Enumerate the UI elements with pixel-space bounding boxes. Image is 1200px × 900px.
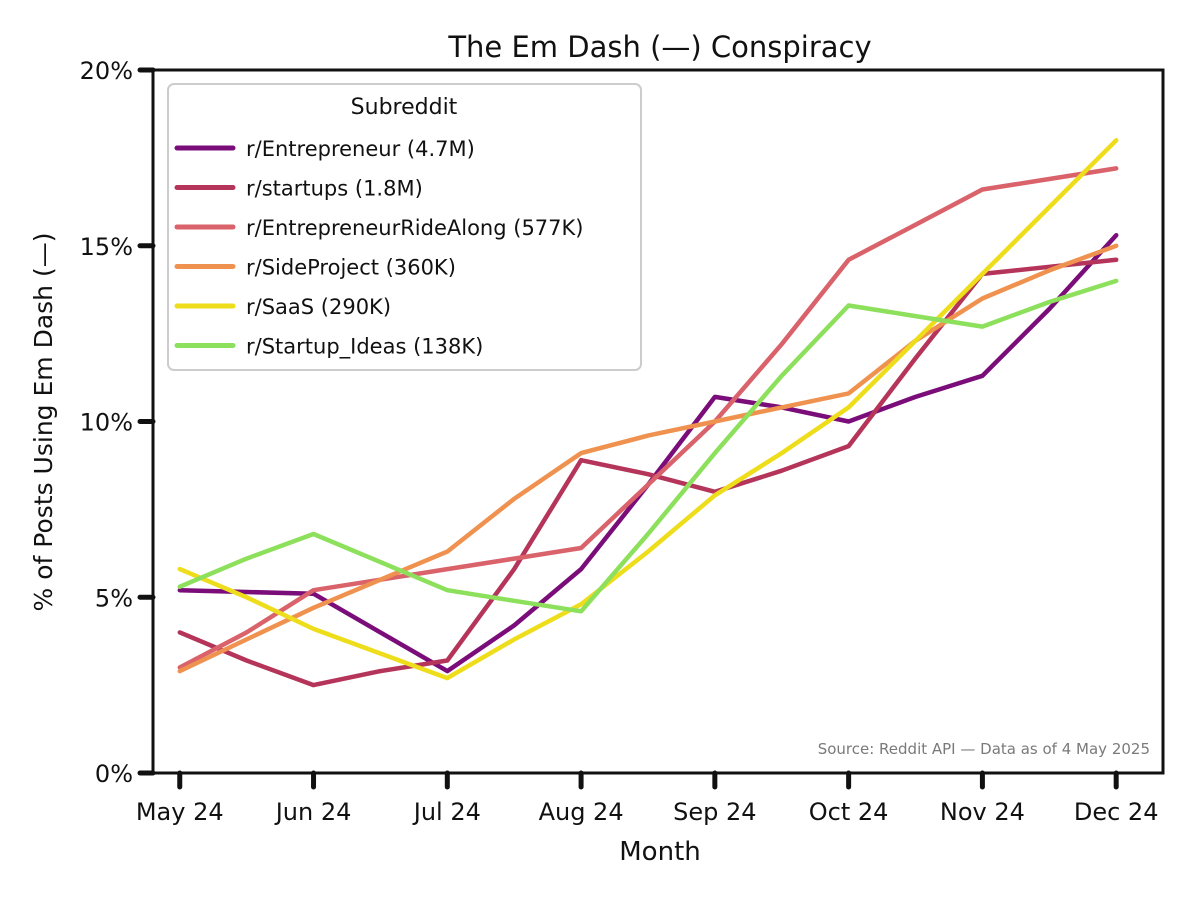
series-line-4 [177, 243, 1119, 674]
legend-label: r/startups (1.8M) [246, 177, 423, 201]
series-line-5 [177, 138, 1119, 681]
y-tick-label: 0% [95, 760, 133, 788]
chart-title: The Em Dash (—) Conspiracy [447, 30, 871, 64]
x-tick-label: May 24 [136, 798, 224, 826]
source-annotation: Source: Reddit API — Data as of 4 May 20… [818, 740, 1150, 758]
legend-label: r/Entrepreneur (4.7M) [246, 137, 475, 161]
legend-title: Subreddit [351, 95, 458, 120]
y-tick-label: 5% [95, 584, 133, 612]
x-tick-label: Dec 24 [1074, 798, 1159, 826]
legend-label: r/SideProject (360K) [246, 256, 456, 280]
legend-label: r/SaaS (290K) [246, 295, 391, 319]
series-line-2 [177, 257, 1119, 688]
x-tick-label: Aug 24 [539, 798, 624, 826]
x-tick-label: Jul 24 [412, 798, 481, 826]
x-tick-label: Nov 24 [940, 798, 1025, 826]
y-axis-label: % of Posts Using Em Dash (—) [29, 233, 58, 612]
x-axis-label: Month [619, 837, 701, 867]
x-tick-label: Oct 24 [809, 798, 889, 826]
legend-box [167, 83, 642, 371]
x-tick-label: Sep 24 [673, 798, 756, 826]
y-tick-label: 10% [80, 409, 133, 437]
legend: Subreddit r/Entrepreneur (4.7M) r/startup… [167, 83, 642, 371]
x-axis: May 24 Jun 24 Jul 24 Aug 24 Sep 24 Oct 24 Nov … [136, 770, 1159, 826]
x-tick-label: Jun 24 [274, 798, 352, 826]
y-axis: 0% 5% 10% 15% 20% [80, 57, 156, 788]
legend-label: r/Startup_Ideas (138K) [246, 335, 483, 360]
series-line-6 [177, 278, 1119, 614]
series-layer [177, 138, 1119, 688]
y-tick-label: 20% [80, 57, 133, 85]
series-line-3 [177, 166, 1119, 670]
y-tick-label: 15% [80, 233, 133, 261]
legend-entries: r/Entrepreneur (4.7M) r/startups (1.8M) r/… [174, 137, 584, 360]
legend-label: r/EntrepreneurRideAlong (577K) [246, 216, 584, 240]
